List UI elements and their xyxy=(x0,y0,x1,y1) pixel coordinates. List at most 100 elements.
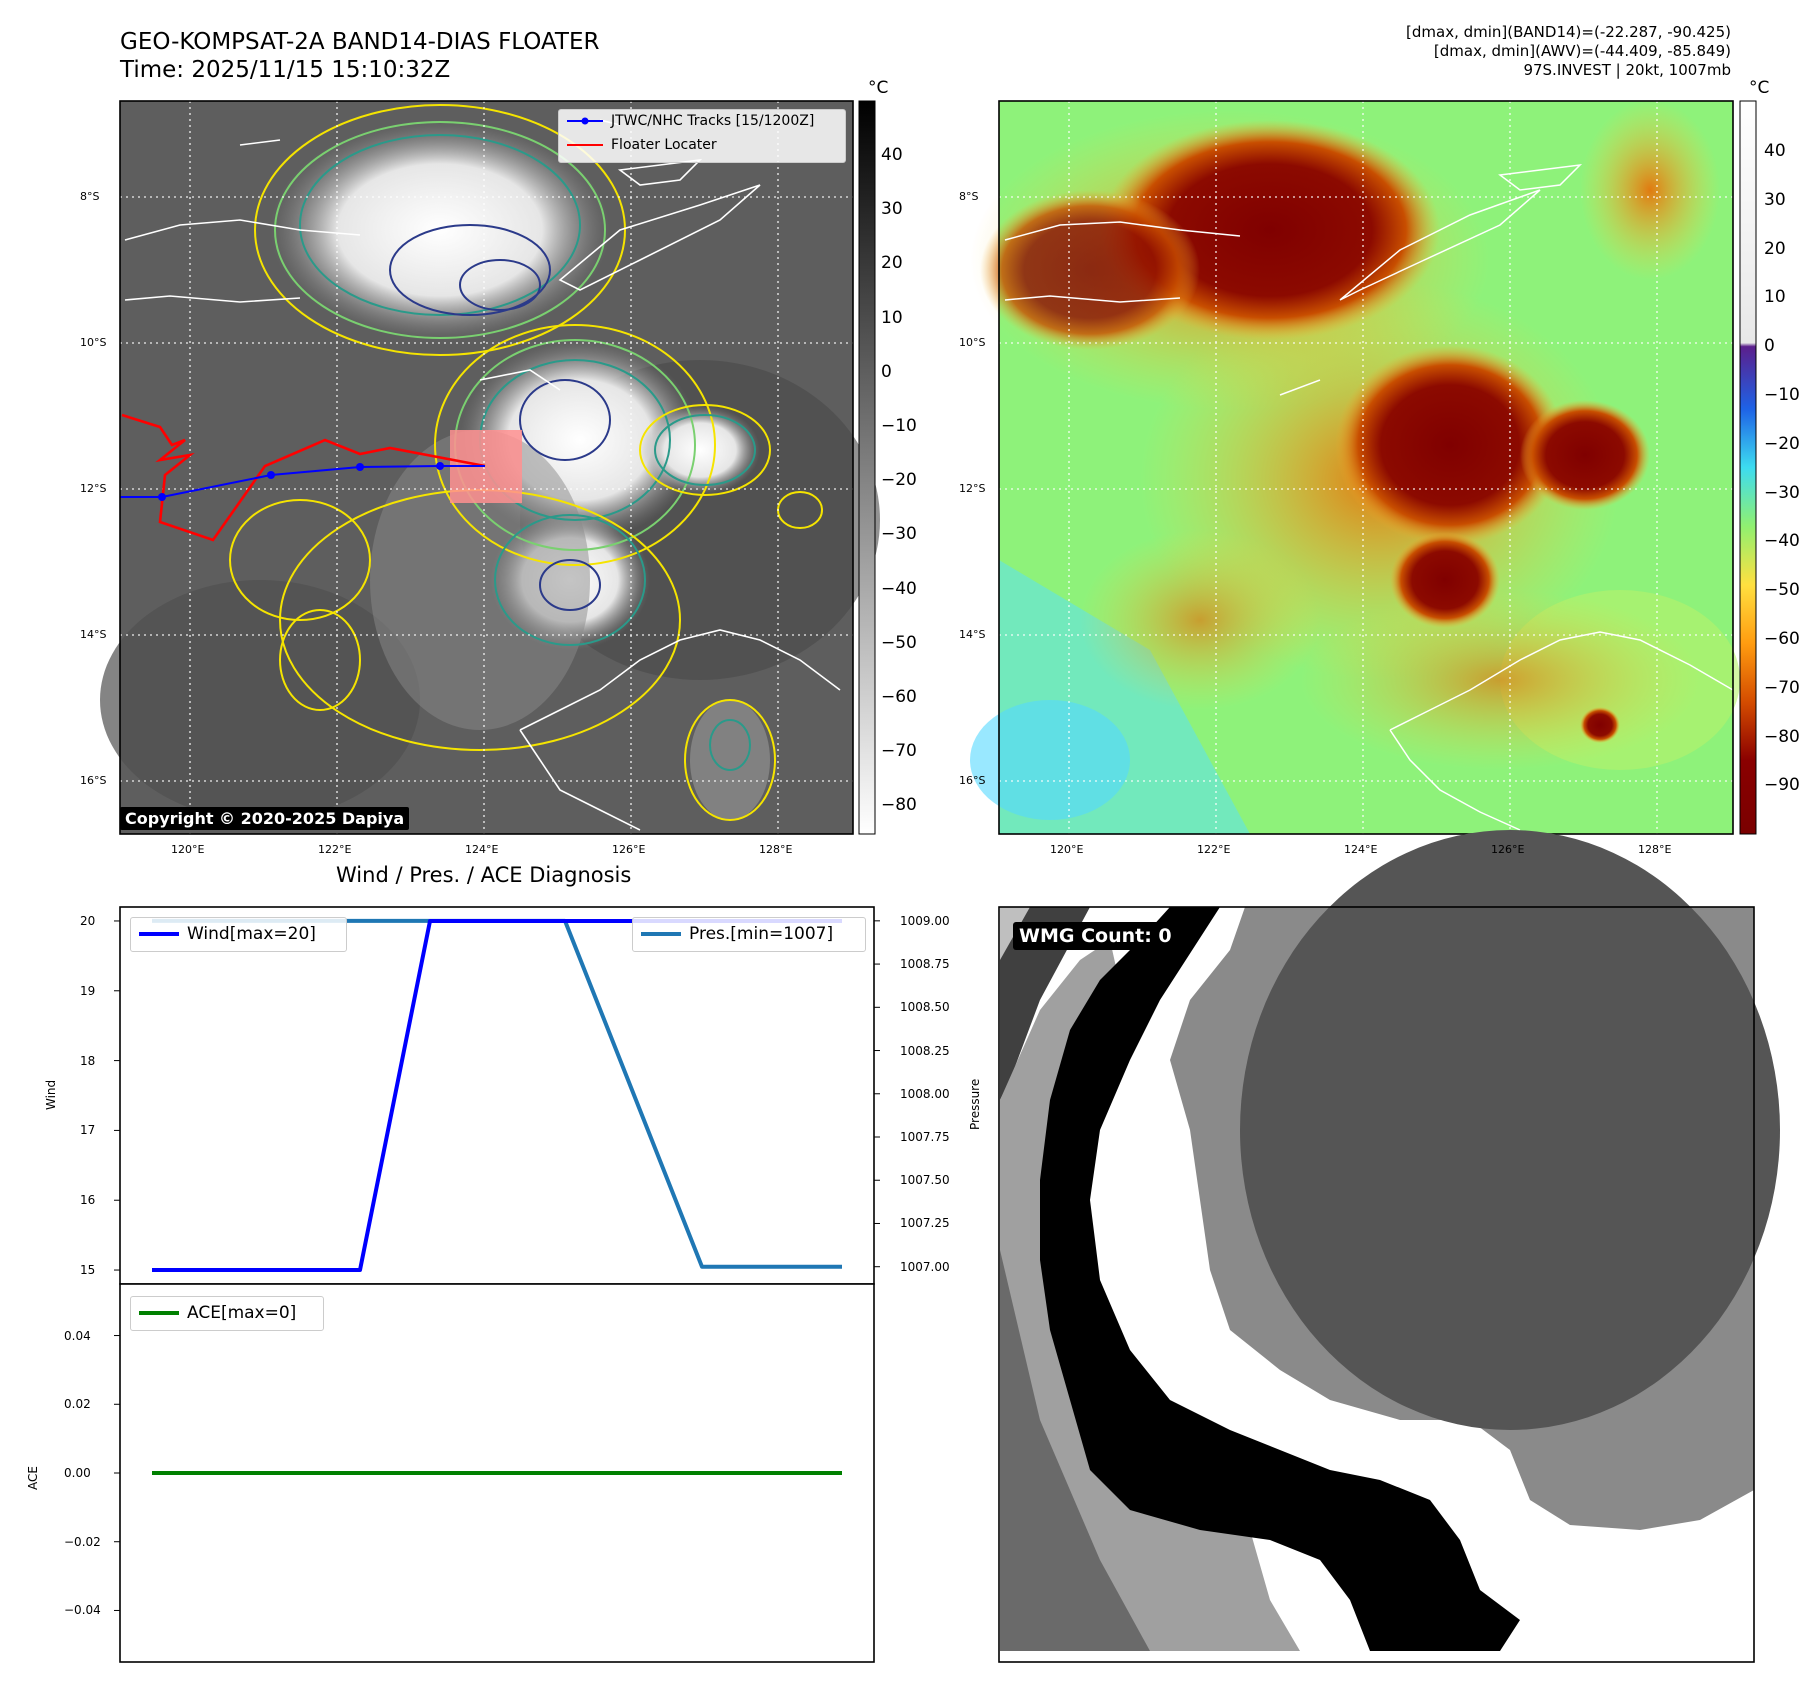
colorbar-tick-label: −80 xyxy=(881,795,917,816)
lat-label: 16°S xyxy=(80,774,107,787)
wind-axis-label: Wind xyxy=(44,1079,58,1110)
colorbar-tick-label: 0 xyxy=(881,361,892,382)
legend-label-jtwc: JTWC/NHC Tracks [15/1200Z] xyxy=(611,113,815,129)
colorbar-tick-label: −70 xyxy=(881,741,917,762)
pressure-y-tick-label: 1008.50 xyxy=(900,1000,950,1015)
wind-pressure-chart xyxy=(119,906,875,1285)
ace-axis-label: ACE xyxy=(26,1466,40,1490)
wind-y-tick-label: 20 xyxy=(80,913,96,928)
pressure-y-tick-label: 1009.00 xyxy=(900,913,950,928)
colorbar-tick-label: −20 xyxy=(1764,433,1800,454)
lat-label: 10°S xyxy=(80,336,107,349)
colorbar-tick-label: −60 xyxy=(1764,629,1800,649)
wind-legend: Wind[max=20] xyxy=(130,917,347,952)
awv-map-area xyxy=(970,100,1740,835)
colorbar-tick-label: 30 xyxy=(881,199,903,220)
copyright-label: Copyright © 2020-2025 Dapiya xyxy=(120,807,410,830)
lon-label: 122°E xyxy=(318,843,352,856)
colorbar-tick-label: −80 xyxy=(1764,726,1800,747)
lon-label: 126°E xyxy=(1491,843,1525,856)
jtwc-track xyxy=(120,465,485,498)
lon-label: 124°E xyxy=(1344,843,1378,856)
colorbar-tick-label: −50 xyxy=(881,632,917,653)
jtwc-track-points xyxy=(158,462,444,501)
colorbar-tick-label: −70 xyxy=(1764,677,1800,698)
pressure-y-tick-label: 1008.25 xyxy=(900,1043,950,1058)
wind-y-tick-label: 19 xyxy=(80,983,96,998)
pressure-axis-label: Pressure xyxy=(968,1078,982,1130)
lat-label: 12°S xyxy=(80,482,107,495)
ace-legend-label: ACE[max=0] xyxy=(187,1303,297,1323)
colorbar-tick-label: −90 xyxy=(1764,775,1800,796)
colorbar-tick-label: 10 xyxy=(1764,287,1786,308)
meta-band14: [dmax, dmin](BAND14)=(-22.287, -90.425) xyxy=(1406,23,1731,41)
ace-y-tick-label: 0.00 xyxy=(64,1466,91,1480)
pressure-y-tick-label: 1007.00 xyxy=(900,1259,950,1274)
lon-label: 120°E xyxy=(1050,843,1084,856)
pressure-y-tick-label: 1007.75 xyxy=(900,1130,950,1144)
colorbar-tick-label: 40 xyxy=(881,145,903,165)
lon-label: 128°E xyxy=(1638,843,1672,856)
wind-y-tick-label: 17 xyxy=(80,1123,96,1138)
ace-y-tick-label: −0.02 xyxy=(64,1534,101,1549)
lat-label: 8°S xyxy=(80,190,100,203)
colorbar-tick-label: −50 xyxy=(1764,580,1800,601)
colorbar-tick-label: −10 xyxy=(1764,385,1800,405)
pressure-y-tick-label: 1008.75 xyxy=(900,957,950,972)
lon-label: 122°E xyxy=(1197,843,1231,856)
lon-label: 120°E xyxy=(171,843,205,856)
lon-label: 126°E xyxy=(612,843,646,856)
ir-colorbar xyxy=(858,100,876,835)
awv-colorbar xyxy=(1739,100,1757,835)
lat-label: 8°S xyxy=(959,190,979,203)
pressure-y-tick-label: 1007.25 xyxy=(900,1216,950,1231)
colorbar-tick-label: −30 xyxy=(881,524,917,545)
colorbar-tick-label: −60 xyxy=(881,687,917,707)
colorbar-tick-label: −10 xyxy=(881,416,917,436)
pressure-legend-label: Pres.[min=1007] xyxy=(689,924,834,944)
colorbar-tick-label: 20 xyxy=(1764,238,1786,259)
pressure-y-tick-label: 1007.50 xyxy=(900,1173,950,1188)
colorbar-tick-label: 10 xyxy=(881,307,903,328)
meta-awv: [dmax, dmin](AWV)=(-44.409, -85.849) xyxy=(1433,42,1731,60)
wind-y-tick-label: 18 xyxy=(80,1053,96,1068)
wmg-count-label: WMG Count: 0 xyxy=(1013,922,1178,950)
ace-y-tick-label: −0.04 xyxy=(64,1603,101,1618)
pressure-series-line xyxy=(152,918,842,1269)
colorbar-tick-label: −40 xyxy=(1764,531,1800,552)
legend-label-floater: Floater Locater xyxy=(611,137,717,153)
ace-legend: ACE[max=0] xyxy=(130,1296,324,1331)
panel-title-line1: GEO-KOMPSAT-2A BAND14-DIAS FLOATER xyxy=(120,29,600,55)
ace-y-tick-label: 0.04 xyxy=(64,1328,91,1343)
lon-label: 124°E xyxy=(465,843,499,856)
colorbar-tick-label: 30 xyxy=(1764,189,1786,210)
wind-legend-label: Wind[max=20] xyxy=(187,924,316,944)
lat-label: 14°S xyxy=(80,628,107,641)
colorbar-tick-label: −20 xyxy=(881,470,917,491)
wind-y-tick-label: 15 xyxy=(80,1263,96,1278)
ir-map-area xyxy=(100,100,880,835)
pressure-y-tick-label: 1008.00 xyxy=(900,1086,950,1101)
colorbar-tick-label: −30 xyxy=(1764,482,1800,503)
colorbar-unit: °C xyxy=(1749,78,1770,98)
pressure-legend: Pres.[min=1007] xyxy=(632,917,866,952)
wmg-panel xyxy=(998,830,1780,1663)
colorbar-unit: °C xyxy=(868,78,889,98)
diagnosis-title: Wind / Pres. / ACE Diagnosis xyxy=(336,863,632,887)
panel-title-line2: Time: 2025/11/15 15:10:32Z xyxy=(120,57,451,83)
meta-storm: 97S.INVEST | 20kt, 1007mb xyxy=(1523,61,1731,79)
colorbar-tick-label: 20 xyxy=(881,253,903,274)
colorbar-tick-label: −40 xyxy=(881,578,917,599)
lat-label: 16°S xyxy=(959,774,986,787)
colorbar-tick-label: 0 xyxy=(1764,336,1775,357)
colorbar-tick-label: 40 xyxy=(1764,141,1786,161)
lon-label: 128°E xyxy=(759,843,793,856)
wind-y-tick-label: 16 xyxy=(80,1193,96,1208)
wind-series-line xyxy=(152,918,842,1273)
lat-label: 12°S xyxy=(959,482,986,495)
map-legend: JTWC/NHC Tracks [15/1200Z] Floater Locat… xyxy=(558,109,846,163)
lat-label: 14°S xyxy=(959,628,986,641)
ace-y-tick-label: 0.02 xyxy=(64,1397,91,1412)
